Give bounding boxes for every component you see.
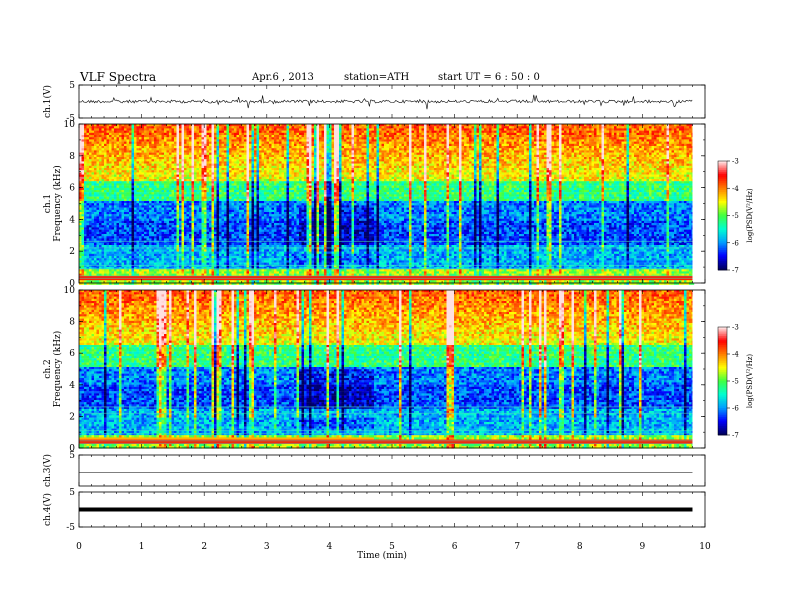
x-tick-label: 4 bbox=[327, 542, 333, 552]
colorbar-tick-label: -3 bbox=[732, 324, 739, 332]
colorbar-label: log(PSD(V²/Hz) bbox=[746, 354, 754, 409]
y-tick-label: 5 bbox=[69, 81, 75, 91]
panel-1-frame bbox=[79, 85, 705, 118]
x-tick-label: 1 bbox=[139, 542, 145, 552]
y-tick-label: 2 bbox=[69, 412, 75, 422]
y-axis-label: Frequency (kHz) bbox=[52, 165, 63, 242]
x-tick-label: 9 bbox=[640, 542, 646, 552]
colorbar-tick-label: -7 bbox=[732, 432, 739, 440]
vlf-figure: 5-5ch.1(V)0246810Frequency (kHz)ch.1-3-4… bbox=[0, 0, 792, 612]
y-axis-label: Frequency (kHz) bbox=[52, 331, 63, 408]
x-tick-label: 10 bbox=[699, 542, 711, 552]
x-tick-label: 2 bbox=[201, 542, 207, 552]
y-axis-label: ch.3(V) bbox=[42, 454, 53, 487]
y-tick-label: 10 bbox=[64, 286, 76, 296]
y-tick-label: -5 bbox=[66, 523, 75, 533]
y-tick-label: 5 bbox=[69, 488, 75, 498]
y-tick-label: 8 bbox=[69, 318, 75, 328]
panel-4-frame bbox=[79, 455, 705, 486]
y-tick-label: 6 bbox=[69, 184, 75, 194]
colorbar-tick-label: -5 bbox=[732, 378, 739, 386]
y-axis-label: ch.4(V) bbox=[42, 493, 53, 526]
colorbar-tick-label: -4 bbox=[732, 351, 739, 359]
colorbar-tick-label: -7 bbox=[732, 267, 739, 275]
colorbar-tick-label: -6 bbox=[732, 405, 739, 413]
colorbar-label: log(PSD(V²/Hz) bbox=[746, 188, 754, 243]
y-tick-label: 4 bbox=[69, 381, 75, 391]
y-axis-label: ch.1(V) bbox=[42, 85, 53, 118]
x-tick-label: 6 bbox=[452, 542, 458, 552]
channel-label: ch.1 bbox=[43, 194, 53, 213]
x-tick-label: 7 bbox=[514, 542, 520, 552]
spectrogram-ch2 bbox=[79, 290, 705, 449]
channel-label: ch.2 bbox=[43, 359, 53, 378]
y-tick-label: 6 bbox=[69, 349, 75, 359]
x-axis-label: Time (min) bbox=[357, 550, 407, 561]
colorbar-tick-label: -4 bbox=[732, 185, 739, 193]
x-tick-label: 3 bbox=[264, 542, 270, 552]
spectrogram-ch1 bbox=[79, 124, 705, 285]
y-tick-label: 2 bbox=[69, 247, 75, 257]
x-tick-label: 0 bbox=[76, 542, 82, 552]
colorbar bbox=[718, 161, 727, 270]
ch1-waveform bbox=[79, 95, 692, 109]
y-tick-label: 5 bbox=[69, 451, 75, 461]
colorbar-tick-label: -5 bbox=[732, 212, 739, 220]
colorbar-tick-label: -6 bbox=[732, 239, 739, 247]
ch4-waveform bbox=[79, 508, 692, 512]
y-tick-label: 4 bbox=[69, 215, 75, 225]
colorbar-tick-label: -3 bbox=[732, 158, 739, 166]
x-tick-label: 8 bbox=[577, 542, 583, 552]
y-tick-label: 8 bbox=[69, 152, 75, 162]
colorbar bbox=[718, 327, 727, 435]
y-tick-label: 10 bbox=[64, 120, 76, 130]
